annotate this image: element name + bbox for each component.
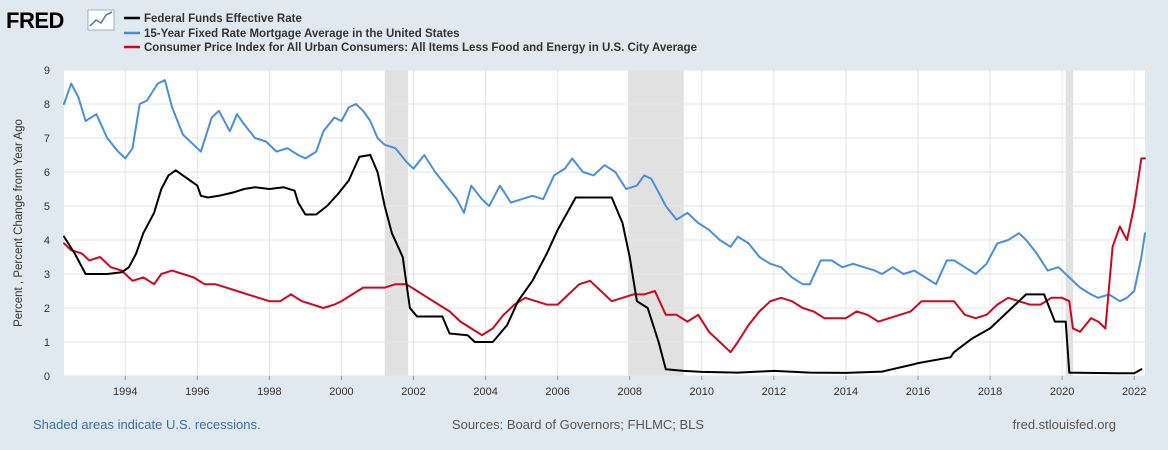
x-tick-label: 2000 <box>329 386 353 398</box>
x-tick-label: 2010 <box>690 386 714 398</box>
fred-logo[interactable]: FRED <box>6 8 115 33</box>
legend-label-mortgage[interactable]: 15-Year Fixed Rate Mortgage Average in t… <box>144 28 460 40</box>
x-tick-label: 2020 <box>1050 386 1074 398</box>
recession-band <box>627 70 684 376</box>
recession-band <box>1065 70 1073 376</box>
y-tick-label: 7 <box>44 133 50 145</box>
x-tick-label: 2022 <box>1122 386 1146 398</box>
x-tick-label: 1994 <box>113 386 137 398</box>
x-tick-label: 1998 <box>257 386 281 398</box>
y-tick-label: 3 <box>44 269 50 281</box>
fedfunds-line[interactable] <box>63 154 1143 375</box>
recession-note: Shaded areas indicate U.S. recessions. <box>33 417 261 432</box>
y-tick-label: 6 <box>44 167 50 179</box>
fred-logo-text: FRED <box>6 8 64 33</box>
cpi-line[interactable] <box>63 157 1146 354</box>
x-tick-label: 2016 <box>906 386 930 398</box>
legend-label-fedfunds[interactable]: Federal Funds Effective Rate <box>144 13 302 25</box>
y-tick-label: 8 <box>44 99 50 111</box>
y-tick-label: 0 <box>44 371 50 383</box>
site-link[interactable]: fred.stlouisfed.org <box>1013 417 1116 432</box>
x-axis-ticks: 1994 1996 1998 2000 2002 2004 2006 2008 2010 2012… <box>113 376 1146 398</box>
trend-line-icon <box>87 9 115 31</box>
y-tick-label: 4 <box>44 235 50 247</box>
y-tick-label: 9 <box>44 65 50 77</box>
y-tick-label: 5 <box>44 201 50 213</box>
y-axis-label: Percent , Percent Change from Year Ago <box>13 119 25 327</box>
x-tick-label: 2004 <box>473 386 497 398</box>
y-axis-ticks: 0 1 2 3 4 5 6 7 8 9 <box>44 65 50 383</box>
x-tick-label: 2002 <box>401 386 425 398</box>
gridlines <box>64 69 1145 377</box>
plot-area <box>64 70 1145 376</box>
x-tick-label: 1996 <box>185 386 209 398</box>
mortgage-line[interactable] <box>63 79 1146 303</box>
x-tick-label: 2018 <box>978 386 1002 398</box>
x-tick-label: 2008 <box>617 386 641 398</box>
x-tick-label: 2014 <box>834 386 858 398</box>
sources-text: Sources: Board of Governors; FHLMC; BLS <box>452 417 704 432</box>
y-tick-label: 2 <box>44 303 50 315</box>
x-tick-label: 2012 <box>762 386 786 398</box>
legend: Federal Funds Effective Rate 15-Year Fix… <box>124 13 697 54</box>
legend-label-cpi[interactable]: Consumer Price Index for All Urban Consu… <box>144 42 697 54</box>
y-tick-label: 1 <box>44 337 50 349</box>
series-lines <box>63 79 1146 375</box>
x-tick-label: 2006 <box>545 386 569 398</box>
